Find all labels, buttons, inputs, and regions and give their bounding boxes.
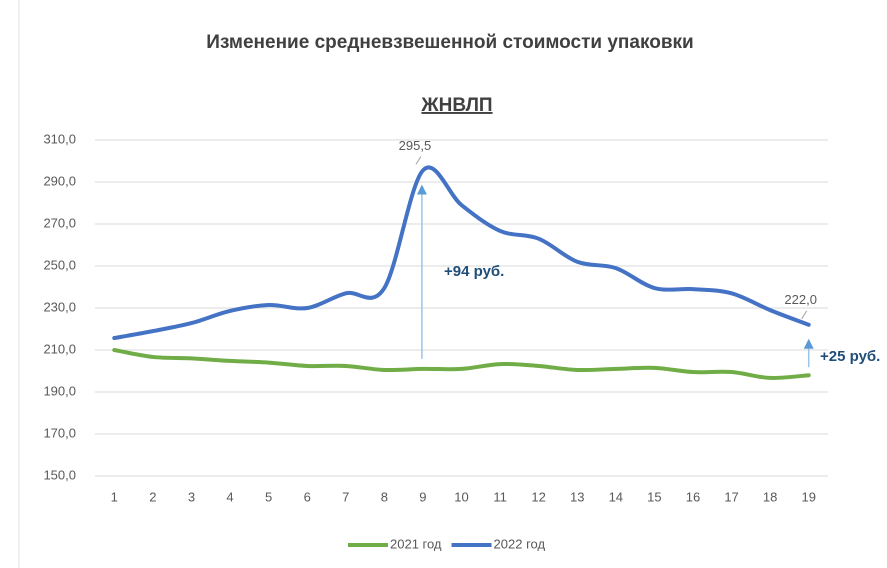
x-tick-label: 12 [531, 489, 545, 504]
chart-subtitle: ЖНВЛП [420, 95, 492, 116]
x-tick-label: 5 [265, 489, 272, 504]
x-tick-label: 17 [724, 489, 738, 504]
x-tick-label: 18 [763, 489, 777, 504]
y-tick-label: 290,0 [43, 173, 76, 188]
y-tick-label: 310,0 [43, 131, 76, 146]
x-tick-label: 3 [188, 489, 195, 504]
y-tick-label: 270,0 [43, 215, 76, 230]
arrow-head [416, 184, 427, 195]
x-tick-label: 19 [801, 489, 815, 504]
data-label: 295,5 [399, 138, 432, 153]
x-tick-label: 7 [342, 489, 349, 504]
x-tick-label: 1 [111, 489, 118, 504]
x-tick-label: 13 [570, 489, 584, 504]
x-tick-label: 8 [381, 489, 388, 504]
y-tick-label: 230,0 [43, 299, 76, 314]
x-tick-label: 4 [226, 489, 233, 504]
series-line [112, 348, 811, 380]
x-tick-label: 16 [686, 489, 700, 504]
x-tick-label: 10 [454, 489, 468, 504]
x-tick-label: 14 [609, 489, 623, 504]
x-tick-label: 15 [647, 489, 661, 504]
chart-title: Изменение средневзвешенной стоимости упа… [206, 32, 693, 53]
y-tick-label: 190,0 [43, 383, 76, 398]
annotation: +25 руб. [820, 348, 880, 365]
y-tick-label: 170,0 [43, 425, 76, 440]
y-tick-label: 210,0 [43, 341, 76, 356]
x-tick-label: 6 [304, 489, 311, 504]
y-tick-label: 150,0 [43, 467, 76, 482]
arrow-head [803, 338, 814, 349]
y-tick-label: 250,0 [43, 257, 76, 272]
legend-label: 2021 год [390, 536, 442, 551]
x-tick-label: 9 [419, 489, 426, 504]
x-tick-label: 2 [149, 489, 156, 504]
label-leader [415, 156, 422, 165]
series-line [112, 165, 811, 341]
x-tick-label: 11 [493, 489, 507, 504]
legend-label: 2022 год [494, 536, 546, 551]
annotation: +94 руб. [444, 263, 504, 280]
data-label: 222,0 [784, 292, 817, 307]
label-leader [801, 310, 808, 320]
